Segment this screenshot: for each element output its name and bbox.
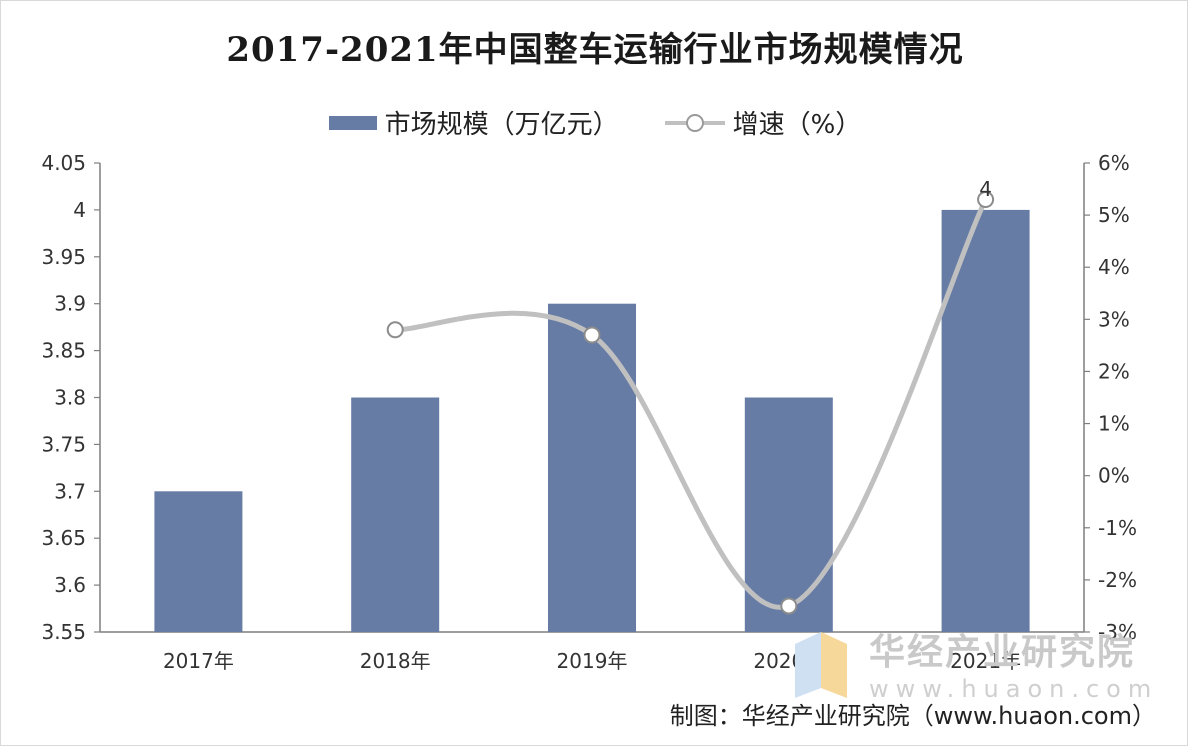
- growth-marker: [977, 190, 995, 208]
- left-tick-label: 4.05: [41, 151, 86, 175]
- left-tick-label: 3.55: [41, 620, 86, 644]
- legend: 市场规模（万亿元） 增速（%）: [0, 104, 1190, 141]
- right-tick-label: 4%: [1098, 255, 1130, 279]
- bar-2020年: [744, 397, 833, 632]
- growth-marker: [780, 597, 798, 615]
- category-label: 2018年: [360, 649, 431, 673]
- left-tick-label: 3.65: [41, 526, 86, 550]
- left-tick-label: 3.7: [54, 479, 86, 503]
- legend-line-swatch: [664, 113, 725, 133]
- left-tick-label: 3.6: [54, 573, 86, 597]
- chart-title: 2017-2021年中国整车运输行业市场规模情况: [226, 30, 964, 70]
- right-tick-label: 5%: [1098, 203, 1130, 227]
- right-tick-label: 2%: [1098, 359, 1130, 383]
- growth-line: [392, 196, 989, 610]
- right-tick-label: 0%: [1098, 464, 1130, 488]
- legend-item-line: 增速（%）: [664, 104, 862, 141]
- left-tick-label: 3.75: [41, 432, 86, 456]
- right-tick-label: 3%: [1098, 307, 1130, 331]
- right-tick-label: -1%: [1098, 516, 1137, 540]
- category-label: 2021年: [950, 649, 1021, 673]
- watermark-url: www.huaon.com: [869, 675, 1159, 703]
- right-tick-label: -2%: [1098, 568, 1137, 592]
- category-label: 2019年: [557, 649, 628, 673]
- bar-2019年: [548, 303, 636, 632]
- legend-line-label: 增速（%）: [732, 110, 862, 140]
- legend-item-bar: 市场规模（万亿元）: [328, 104, 619, 141]
- source-credit: 制图：华经产业研究院（www.huaon.com）: [669, 702, 1156, 730]
- left-tick-label: 3.85: [41, 339, 86, 363]
- bar-2021年: [941, 209, 1030, 632]
- bar-2017年: [154, 491, 243, 632]
- legend-bar-swatch: [328, 115, 377, 130]
- watermark: 华经产业研究院 www.huaon.com: [795, 632, 1158, 704]
- growth-marker: [386, 321, 404, 339]
- right-tick-label: 1%: [1098, 412, 1130, 436]
- category-label: 2017年: [163, 649, 234, 673]
- watermark-logo-icon: [795, 632, 847, 698]
- right-tick-label: -3%: [1098, 620, 1137, 644]
- left-tick-label: 4: [73, 198, 86, 222]
- growth-marker: [583, 326, 601, 344]
- watermark-name: 华经产业研究院: [869, 632, 1136, 673]
- right-tick-label: 6%: [1098, 151, 1130, 175]
- legend-bar-label: 市场规模（万亿元）: [384, 110, 619, 140]
- bar-data-label: 4: [979, 177, 992, 201]
- left-tick-label: 3.95: [41, 245, 86, 269]
- bar-2018年: [351, 397, 440, 632]
- left-tick-label: 3.8: [54, 386, 86, 410]
- left-tick-label: 3.9: [54, 292, 86, 316]
